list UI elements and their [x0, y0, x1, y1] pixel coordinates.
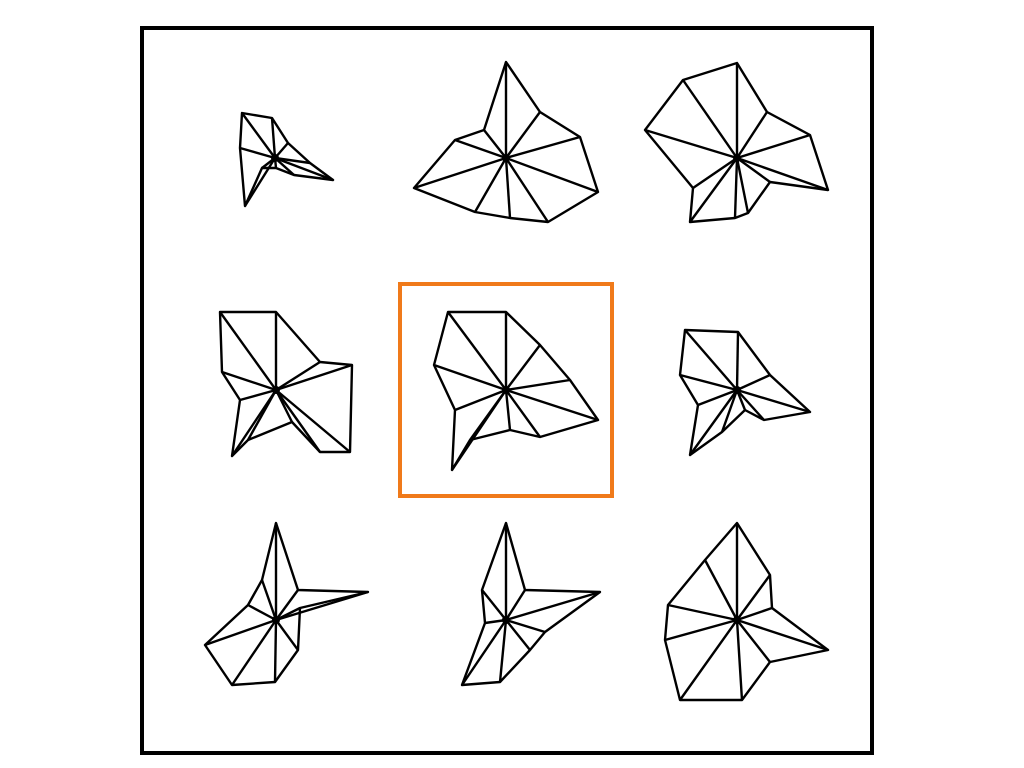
highlight-box [398, 282, 614, 498]
radial-shape-7 [203, 521, 370, 687]
radial-shape-4 [218, 310, 354, 458]
radial-shape-9 [663, 521, 830, 702]
radial-shape-1 [238, 111, 335, 208]
outer-frame [140, 26, 874, 755]
radial-shape-6 [678, 328, 812, 457]
center-dots [271, 154, 741, 624]
radial-shape-2 [412, 60, 600, 224]
radial-shape-8 [460, 521, 602, 687]
radial-shape-3 [643, 61, 830, 224]
radial-shape-5 [432, 310, 600, 472]
